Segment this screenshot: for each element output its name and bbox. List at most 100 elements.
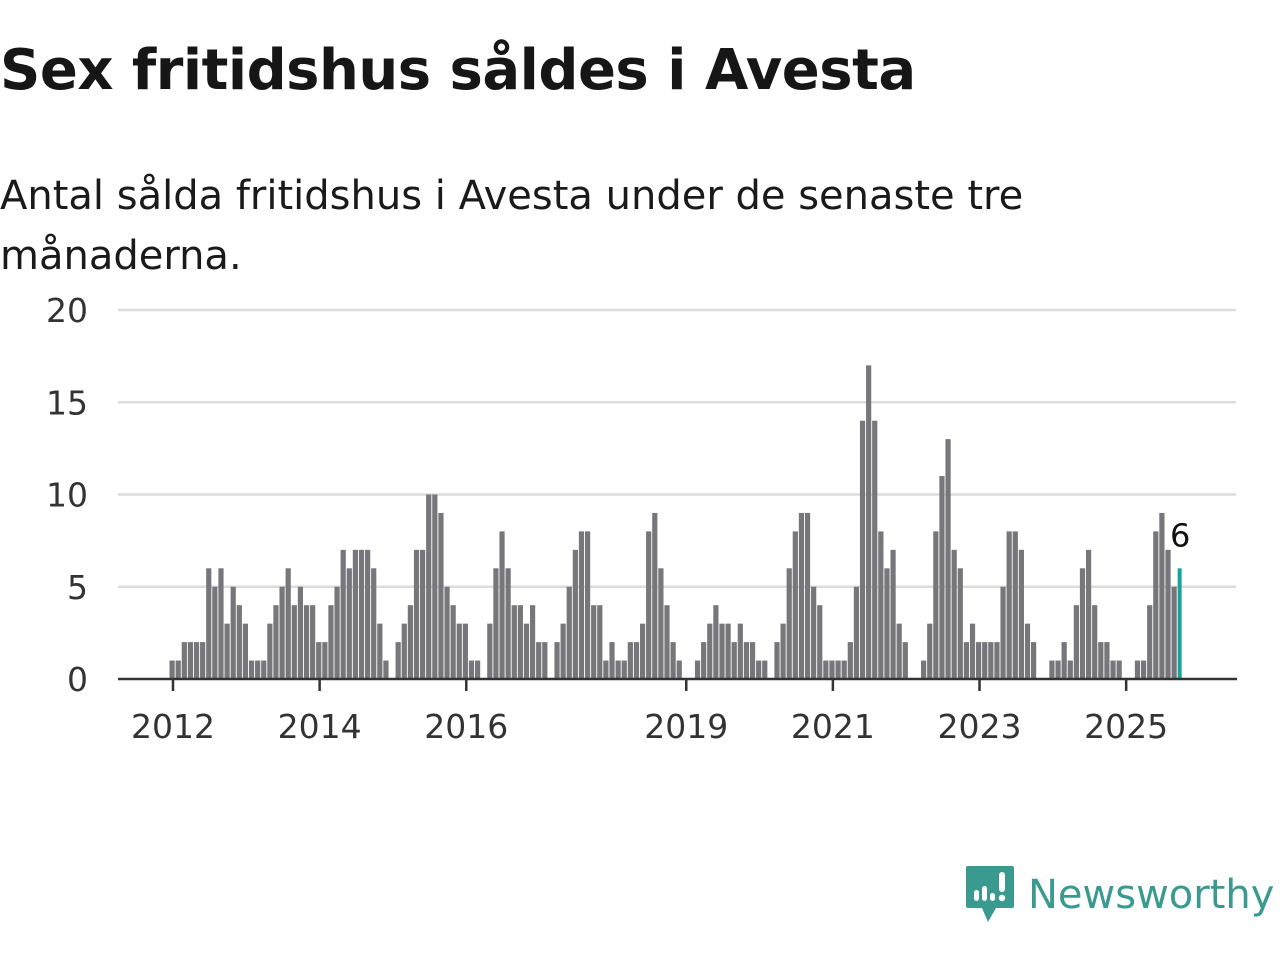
bar xyxy=(517,605,523,679)
bar xyxy=(743,642,750,679)
bar xyxy=(945,439,951,679)
x-tick-label: 2023 xyxy=(938,707,1022,746)
bar xyxy=(951,549,957,679)
bar xyxy=(346,568,352,679)
x-tick-label: 2025 xyxy=(1084,707,1168,746)
bar xyxy=(444,586,450,679)
bar xyxy=(866,365,872,679)
bar xyxy=(285,568,291,679)
bar xyxy=(371,568,377,679)
bar xyxy=(187,642,194,679)
bar xyxy=(646,531,652,679)
bar xyxy=(633,642,640,679)
bar xyxy=(316,642,322,679)
bar xyxy=(774,642,780,679)
bar xyxy=(175,660,181,679)
bar xyxy=(352,549,358,679)
bar xyxy=(811,586,817,679)
bar xyxy=(218,568,224,679)
bar xyxy=(859,420,866,679)
bar xyxy=(560,623,566,679)
bar xyxy=(707,623,713,679)
bar xyxy=(878,531,884,679)
bar xyxy=(597,605,603,679)
x-tick-label: 2021 xyxy=(791,707,875,746)
bar xyxy=(1098,642,1104,679)
bar xyxy=(297,586,304,679)
highlight-value-label: 6 xyxy=(1170,516,1190,554)
bar xyxy=(536,642,542,679)
bar xyxy=(933,531,939,679)
bar xyxy=(798,512,805,679)
bar xyxy=(939,476,945,679)
bar xyxy=(713,605,719,679)
bar xyxy=(1134,660,1141,679)
bar xyxy=(817,605,823,679)
bar xyxy=(487,623,493,679)
bar xyxy=(450,605,456,679)
bar xyxy=(786,568,792,679)
bar xyxy=(719,623,725,679)
bar xyxy=(963,642,969,679)
bar xyxy=(456,623,462,679)
bar xyxy=(988,642,994,679)
bar xyxy=(529,605,536,679)
bar xyxy=(566,586,572,679)
bar xyxy=(994,642,1000,679)
bar xyxy=(1067,660,1073,679)
bar xyxy=(328,605,334,679)
x-tick-label: 2014 xyxy=(278,707,362,746)
bar xyxy=(230,586,236,679)
bar xyxy=(1049,660,1055,679)
bar xyxy=(658,568,664,679)
bar xyxy=(976,642,982,679)
bar xyxy=(554,642,560,679)
bar xyxy=(927,623,933,679)
bar xyxy=(505,568,511,679)
bar xyxy=(322,642,328,679)
bar xyxy=(584,531,591,679)
bar xyxy=(432,494,438,679)
bar xyxy=(1061,642,1067,679)
bar xyxy=(749,642,756,679)
bar xyxy=(462,623,468,679)
bar xyxy=(1153,531,1159,679)
bar xyxy=(701,642,707,679)
bar xyxy=(603,660,609,679)
bar xyxy=(377,623,383,679)
bar xyxy=(829,660,835,679)
bar xyxy=(835,660,841,679)
bar xyxy=(902,642,908,679)
bar xyxy=(591,605,597,679)
bar xyxy=(248,660,255,679)
bar xyxy=(340,549,346,679)
bar xyxy=(572,549,578,679)
bar xyxy=(1140,660,1147,679)
x-tick-label: 2012 xyxy=(131,707,215,746)
bar xyxy=(413,549,420,679)
x-tick-label: 2016 xyxy=(424,707,508,746)
bar xyxy=(609,642,615,679)
bar xyxy=(896,623,902,679)
bar xyxy=(334,586,340,679)
bar xyxy=(224,623,230,679)
bar xyxy=(499,531,505,679)
bar xyxy=(731,642,737,679)
bar xyxy=(420,549,426,679)
bar xyxy=(395,642,401,679)
bar xyxy=(291,605,297,679)
bar xyxy=(1018,549,1024,679)
bar xyxy=(261,660,267,679)
bar xyxy=(1104,642,1110,679)
bar xyxy=(921,660,927,679)
bar xyxy=(756,660,762,679)
bar xyxy=(255,660,261,679)
bar xyxy=(242,623,249,679)
bar xyxy=(279,586,285,679)
bar xyxy=(823,660,829,679)
bar xyxy=(804,512,811,679)
bar xyxy=(1116,660,1122,679)
bar xyxy=(969,623,976,679)
y-tick-label: 15 xyxy=(46,383,88,422)
